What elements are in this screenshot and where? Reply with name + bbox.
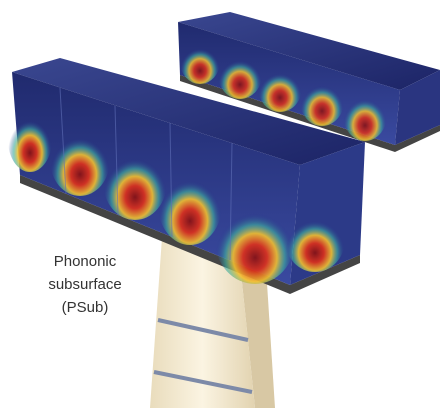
label-line: subsurface [30,273,140,296]
label-line: Phononic [30,250,140,273]
illustration [0,0,444,408]
label-line: (PSub) [30,296,140,319]
figure: Phononic subsurface (PSub) [0,0,444,408]
psub-label: Phononic subsurface (PSub) [30,250,140,319]
